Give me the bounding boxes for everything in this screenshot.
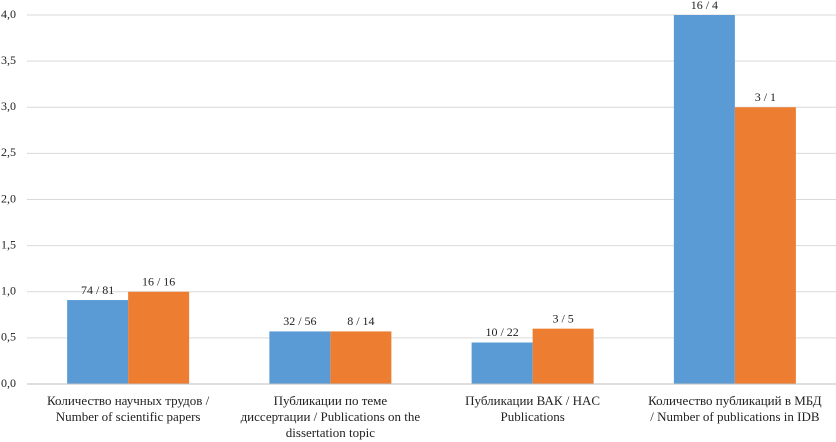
value-label: 16 / 4 xyxy=(691,0,718,12)
y-tick-label: 0,5 xyxy=(1,330,16,344)
y-tick-label: 2,0 xyxy=(1,191,16,205)
bar xyxy=(532,328,594,384)
value-label: 8 / 14 xyxy=(347,314,374,328)
x-tick-label: Количество публикаций в МБД / Number of … xyxy=(648,393,822,424)
bar xyxy=(330,331,392,384)
y-tick-label: 2,5 xyxy=(1,145,16,159)
value-label: 32 / 56 xyxy=(283,314,316,328)
y-tick-label: 3,0 xyxy=(1,99,16,113)
value-label: 3 / 5 xyxy=(552,311,573,325)
x-tick-label: Публикации по теме диссертации / Publica… xyxy=(240,393,421,440)
value-label: 74 / 81 xyxy=(81,283,114,297)
y-tick-label: 1,5 xyxy=(1,237,16,251)
bar xyxy=(67,300,129,384)
bar xyxy=(128,291,190,384)
bar xyxy=(269,331,331,384)
value-label: 16 / 16 xyxy=(142,275,175,289)
y-tick-label: 1,0 xyxy=(1,284,16,298)
bar xyxy=(471,342,533,384)
bar xyxy=(734,107,796,384)
y-tick-label: 4,0 xyxy=(1,7,16,21)
value-label: 3 / 1 xyxy=(755,90,776,104)
x-tick-label: Публикации ВАК / HAC Publications xyxy=(465,393,601,424)
bar xyxy=(673,15,735,384)
value-label: 10 / 22 xyxy=(485,325,518,339)
y-tick-label: 3,5 xyxy=(1,53,16,67)
x-tick-label: Количество научных трудов / Number of sc… xyxy=(47,393,210,424)
y-tick-label: 0,0 xyxy=(1,376,16,390)
